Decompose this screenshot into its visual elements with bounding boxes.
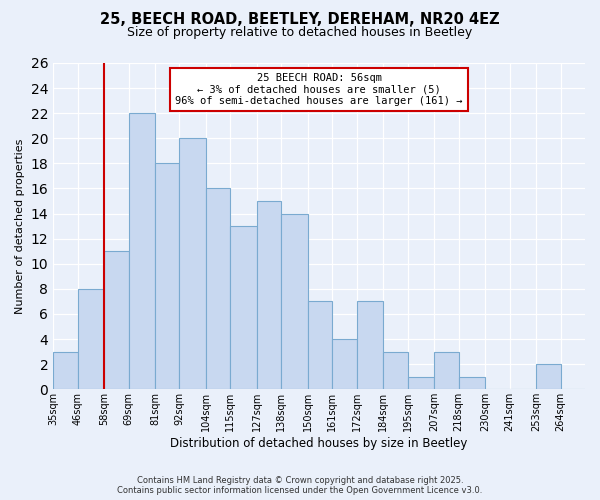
Text: Contains HM Land Registry data © Crown copyright and database right 2025.
Contai: Contains HM Land Registry data © Crown c… [118, 476, 482, 495]
Text: Size of property relative to detached houses in Beetley: Size of property relative to detached ho… [127, 26, 473, 39]
Bar [458, 376, 485, 390]
Bar [408, 376, 434, 390]
Bar [230, 226, 257, 390]
Bar [332, 339, 357, 390]
Text: 25, BEECH ROAD, BEETLEY, DEREHAM, NR20 4EZ: 25, BEECH ROAD, BEETLEY, DEREHAM, NR20 4… [100, 12, 500, 28]
Bar [434, 352, 458, 390]
Bar [257, 201, 281, 390]
X-axis label: Distribution of detached houses by size in Beetley: Distribution of detached houses by size … [170, 437, 468, 450]
Bar [104, 251, 128, 390]
Bar [383, 352, 408, 390]
Bar [536, 364, 560, 390]
Bar [281, 214, 308, 390]
Bar [128, 113, 155, 390]
Bar [357, 302, 383, 390]
Y-axis label: Number of detached properties: Number of detached properties [15, 138, 25, 314]
Bar [179, 138, 206, 390]
Bar [77, 289, 104, 390]
Bar [206, 188, 230, 390]
Bar [53, 352, 77, 390]
Bar [155, 164, 179, 390]
Text: 25 BEECH ROAD: 56sqm
← 3% of detached houses are smaller (5)
96% of semi-detache: 25 BEECH ROAD: 56sqm ← 3% of detached ho… [175, 73, 463, 106]
Bar [308, 302, 332, 390]
